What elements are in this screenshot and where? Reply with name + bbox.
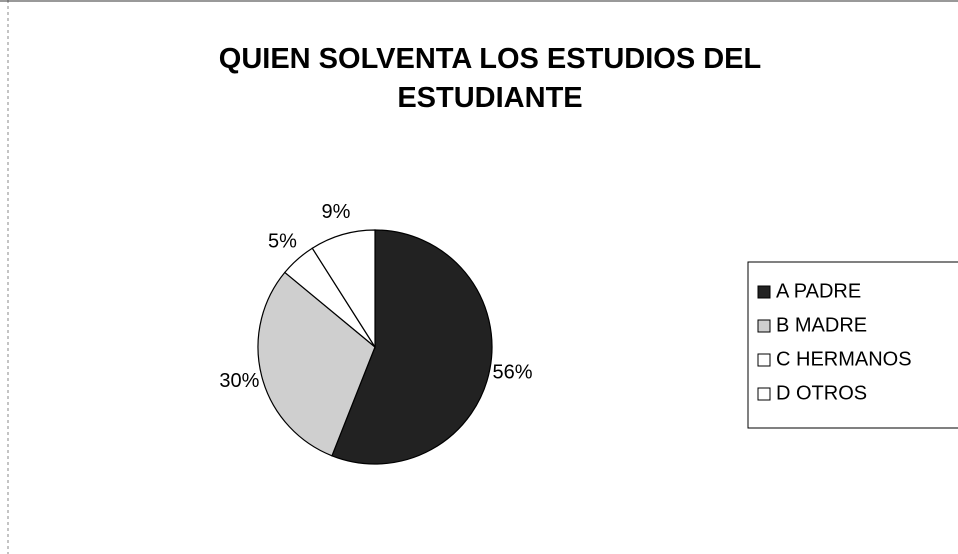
pie-slice	[257, 271, 376, 457]
legend-label: D OTROS	[776, 382, 867, 404]
legend-swatch	[757, 319, 771, 333]
legend-swatch	[757, 285, 771, 299]
data-label: 56%	[493, 362, 533, 384]
pie-slice	[331, 229, 493, 465]
legend-label: A PADRE	[776, 280, 861, 302]
legend-label: C HERMANOS	[776, 348, 912, 370]
pie-slice	[311, 229, 376, 350]
chart-title: QUIEN SOLVENTA LOS ESTUDIOS DEL ESTUDIAN…	[218, 43, 762, 114]
data-label: 9%	[321, 201, 350, 223]
legend-swatch	[757, 387, 771, 401]
legend-swatch	[757, 353, 771, 367]
legend-box	[747, 261, 958, 429]
legend-label: B MADRE	[776, 314, 867, 336]
data-label: 5%	[268, 230, 297, 252]
data-label: 30%	[219, 370, 259, 392]
